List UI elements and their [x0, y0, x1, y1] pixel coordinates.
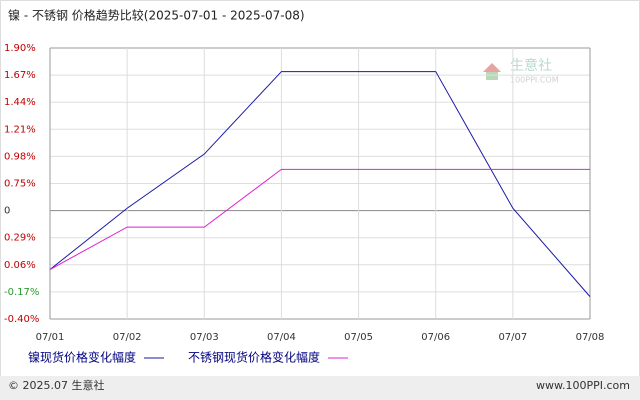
y-tick-label: 1.44% [4, 97, 36, 108]
x-tick-label: 07/04 [267, 332, 296, 343]
legend-label: 镍现货价格变化幅度 [28, 350, 136, 365]
watermark-icon [486, 72, 498, 80]
footer-website: www.100PPI.com [536, 379, 630, 392]
y-tick-label: -0.17% [4, 287, 39, 298]
y-tick-label: 0.06% [4, 260, 36, 271]
legend-label: 不锈钢现货价格变化幅度 [188, 350, 320, 365]
x-tick-label: 07/07 [498, 332, 527, 343]
x-tick-label: 07/03 [190, 332, 219, 343]
x-tick-label: 07/01 [36, 332, 65, 343]
footer-bar [0, 376, 640, 400]
y-tick-label: 0 [4, 206, 10, 217]
y-tick-label: 0.29% [4, 233, 36, 244]
watermark-icon [483, 63, 501, 72]
x-tick-label: 07/08 [576, 332, 605, 343]
x-tick-label: 07/05 [344, 332, 373, 343]
y-tick-label: 1.67% [4, 70, 36, 81]
watermark: 生意社 100PPI.COM [483, 57, 559, 85]
x-tick-label: 07/02 [113, 332, 142, 343]
series-line [49, 71, 591, 297]
footer-copyright: © 2025.07 生意社 [8, 378, 104, 392]
y-tick-label: 0.75% [4, 179, 36, 190]
chart-title: 镍 - 不锈钢 价格趋势比较(2025-07-01 - 2025-07-08) [8, 8, 305, 23]
y-tick-label: 1.21% [4, 124, 36, 135]
y-tick-label: 1.90% [4, 43, 36, 54]
series-line [49, 168, 590, 270]
watermark-site: 100PPI.COM [510, 76, 559, 85]
y-tick-label: -0.40% [4, 314, 39, 325]
y-tick-label: 0.98% [4, 151, 36, 162]
x-tick-label: 07/06 [421, 332, 450, 343]
watermark-brand: 生意社 [510, 57, 552, 74]
